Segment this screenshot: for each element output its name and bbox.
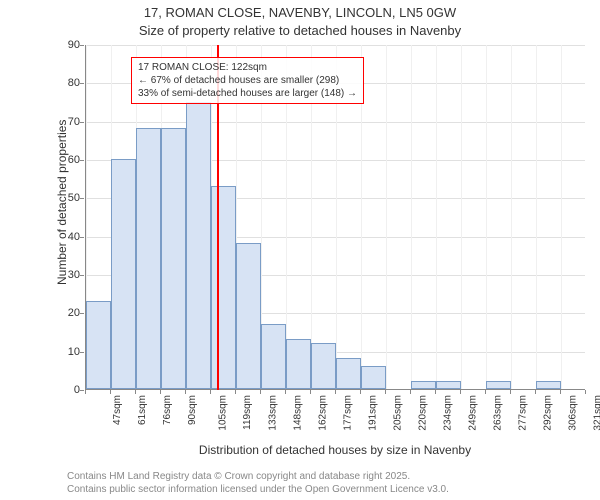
histogram-bar: [161, 128, 186, 389]
histogram-bar: [211, 186, 236, 389]
histogram-bar: [411, 381, 436, 389]
annotation-line: 17 ROMAN CLOSE: 122sqm: [138, 61, 357, 74]
x-tick-mark: [460, 390, 461, 394]
x-tick-label: 220sqm: [418, 395, 429, 431]
histogram-bar: [261, 324, 286, 389]
y-tick-label: 0: [55, 384, 80, 396]
x-tick-mark: [360, 390, 361, 394]
y-tick-mark: [80, 198, 84, 199]
y-tick-label: 20: [55, 307, 80, 319]
x-tick-label: 119sqm: [242, 395, 253, 430]
x-tick-label: 162sqm: [318, 395, 329, 431]
gridline-vertical: [561, 45, 562, 389]
x-tick-label: 191sqm: [368, 395, 379, 431]
gridline-vertical: [511, 45, 512, 389]
y-tick-mark: [80, 237, 84, 238]
x-tick-label: 47sqm: [112, 395, 123, 425]
y-tick-mark: [80, 390, 84, 391]
x-tick-mark: [85, 390, 86, 394]
x-tick-mark: [285, 390, 286, 394]
histogram-bar: [361, 366, 386, 389]
x-tick-mark: [410, 390, 411, 394]
gridline-vertical: [536, 45, 537, 389]
x-tick-mark: [535, 390, 536, 394]
x-tick-mark: [260, 390, 261, 394]
x-tick-mark: [510, 390, 511, 394]
x-tick-label: 306sqm: [568, 395, 579, 431]
x-tick-mark: [435, 390, 436, 394]
y-tick-mark: [80, 122, 84, 123]
x-tick-label: 249sqm: [468, 395, 479, 431]
x-tick-label: 61sqm: [137, 395, 148, 425]
x-tick-mark: [160, 390, 161, 394]
chart-container: 17, ROMAN CLOSE, NAVENBY, LINCOLN, LN5 0…: [0, 0, 600, 500]
histogram-bar: [286, 339, 311, 389]
chart-area: Number of detached properties 0102030405…: [55, 45, 585, 430]
x-tick-label: 321sqm: [593, 395, 600, 431]
y-tick-label: 60: [55, 154, 80, 166]
histogram-bar: [486, 381, 511, 389]
x-tick-mark: [585, 390, 586, 394]
x-tick-mark: [135, 390, 136, 394]
histogram-bar: [336, 358, 361, 389]
histogram-bar: [311, 343, 336, 389]
x-tick-mark: [235, 390, 236, 394]
y-tick-mark: [80, 313, 84, 314]
y-tick-label: 30: [55, 269, 80, 281]
x-tick-label: 277sqm: [518, 395, 529, 431]
title-line-2: Size of property relative to detached ho…: [139, 23, 461, 38]
y-tick-label: 50: [55, 192, 80, 204]
y-tick-label: 70: [55, 116, 80, 128]
x-tick-mark: [485, 390, 486, 394]
histogram-bar: [186, 102, 211, 390]
title-line-1: 17, ROMAN CLOSE, NAVENBY, LINCOLN, LN5 0…: [144, 5, 456, 20]
x-tick-mark: [560, 390, 561, 394]
histogram-bar: [86, 301, 111, 389]
histogram-bar: [111, 159, 136, 389]
attribution-footer: Contains HM Land Registry data © Crown c…: [67, 470, 449, 496]
y-tick-mark: [80, 352, 84, 353]
x-tick-mark: [385, 390, 386, 394]
x-tick-label: 105sqm: [218, 395, 229, 431]
annotation-line: 33% of semi-detached houses are larger (…: [138, 87, 357, 100]
x-tick-label: 263sqm: [493, 395, 504, 431]
gridline-vertical: [461, 45, 462, 389]
histogram-bar: [436, 381, 461, 389]
y-tick-label: 80: [55, 77, 80, 89]
y-tick-mark: [80, 275, 84, 276]
x-tick-label: 205sqm: [393, 395, 404, 431]
y-tick-mark: [80, 45, 84, 46]
footer-line-1: Contains HM Land Registry data © Crown c…: [67, 471, 410, 482]
x-tick-mark: [310, 390, 311, 394]
gridline-vertical: [486, 45, 487, 389]
x-tick-label: 76sqm: [162, 395, 173, 425]
gridline-vertical: [411, 45, 412, 389]
x-tick-mark: [210, 390, 211, 394]
annotation-callout: 17 ROMAN CLOSE: 122sqm← 67% of detached …: [131, 57, 364, 104]
y-tick-label: 90: [55, 39, 80, 51]
y-tick-label: 10: [55, 346, 80, 358]
gridline-vertical: [386, 45, 387, 389]
annotation-line: ← 67% of detached houses are smaller (29…: [138, 74, 357, 87]
histogram-bar: [536, 381, 561, 389]
x-tick-mark: [185, 390, 186, 394]
footer-line-2: Contains public sector information licen…: [67, 484, 449, 495]
chart-title: 17, ROMAN CLOSE, NAVENBY, LINCOLN, LN5 0…: [0, 0, 600, 40]
x-tick-label: 90sqm: [187, 395, 198, 425]
x-tick-label: 148sqm: [293, 395, 304, 431]
y-tick-mark: [80, 160, 84, 161]
y-tick-mark: [80, 83, 84, 84]
x-axis-label: Distribution of detached houses by size …: [85, 443, 585, 457]
gridline-vertical: [436, 45, 437, 389]
histogram-bar: [136, 128, 161, 389]
x-tick-label: 177sqm: [343, 395, 354, 431]
x-tick-label: 133sqm: [268, 395, 279, 431]
plot-area: 17 ROMAN CLOSE: 122sqm← 67% of detached …: [85, 45, 585, 390]
y-tick-label: 40: [55, 231, 80, 243]
x-tick-mark: [335, 390, 336, 394]
histogram-bar: [236, 243, 261, 389]
x-tick-mark: [110, 390, 111, 394]
x-tick-label: 234sqm: [443, 395, 454, 431]
x-tick-label: 292sqm: [543, 395, 554, 431]
